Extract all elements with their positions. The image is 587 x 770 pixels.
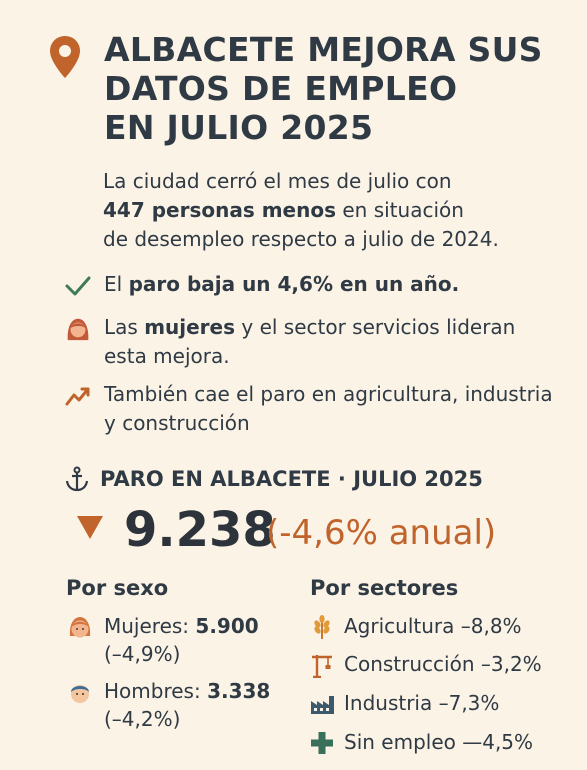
highlight-pre: También cae el paro en agricultura, indu… <box>104 382 553 435</box>
plus-icon <box>311 732 333 754</box>
woman-icon <box>67 318 89 341</box>
sector-label: Agricultura –8,8% <box>344 614 522 638</box>
sector-label: Construcción –3,2% <box>344 652 542 676</box>
sex-item-text: Mujeres: 5.900 (–4,9%) <box>104 612 304 668</box>
intro-line-2-rest: en situación <box>336 198 464 222</box>
highlight-post: y el sector servicios lideran esta mejor… <box>104 315 516 368</box>
highlight-pre: El <box>104 272 129 296</box>
highlight-text: También cae el paro en agricultura, indu… <box>104 380 564 438</box>
highlight-text: El paro baja un 4,6% en un año. <box>104 270 564 299</box>
highlight-text: Las mujeres y el sector servicios lidera… <box>104 313 564 371</box>
highlight-bold: mujeres <box>144 315 236 339</box>
highlight-pre: Las <box>104 315 145 339</box>
factory-icon <box>311 696 334 714</box>
woman-face-icon <box>69 617 91 638</box>
sector-label: Industria –7,3% <box>344 691 500 715</box>
anchor-icon <box>65 466 89 492</box>
intro-paragraph: La ciudad cerró el mes de julio con 447 … <box>103 167 563 254</box>
unemployment-total: 9.238 (-4,6% anual) <box>76 500 576 562</box>
page-title: ALBACETE MEJORA SUS DATOS DE EMPLEO EN J… <box>104 30 543 147</box>
title-line-3: EN JULIO 2025 <box>104 108 374 147</box>
man-face-icon <box>71 685 89 703</box>
sex-value: 3.338 <box>207 679 271 703</box>
total-change: (-4,6% anual) <box>266 513 497 553</box>
intro-line-1: La ciudad cerró el mes de julio con <box>103 169 452 193</box>
crane-icon <box>312 655 332 678</box>
by-sector-title: Por sectores <box>310 576 459 600</box>
down-triangle-icon <box>77 516 103 539</box>
check-icon <box>65 276 91 296</box>
title-line-2: DATOS DE EMPLEO <box>104 69 458 108</box>
sex-value: 5.900 <box>195 614 259 638</box>
intro-line-2: 447 personas menos en situación <box>103 196 563 225</box>
by-sex-title: Por sexo <box>66 576 169 600</box>
trend-icon <box>65 387 90 406</box>
total-value: 9.238 <box>124 502 276 558</box>
sector-label: Sin empleo —4,5% <box>344 730 534 754</box>
wheat-icon <box>314 615 330 639</box>
section-title: PARO EN ALBACETE · JULIO 2025 <box>100 467 483 491</box>
location-pin-icon <box>50 36 80 78</box>
sex-label: Mujeres: <box>104 614 196 638</box>
intro-highlight: 447 personas menos <box>103 198 336 222</box>
sex-change: (–4,9%) <box>104 642 181 666</box>
highlight-bold: paro baja un 4,6% en un año. <box>128 272 460 296</box>
sex-item-text: Hombres: 3.338 (–4,2%) <box>104 677 304 733</box>
intro-line-3: de desempleo respecto a julio de 2024. <box>103 227 499 251</box>
sex-change: (–4,2%) <box>104 707 181 731</box>
title-line-1: ALBACETE MEJORA SUS <box>104 30 543 69</box>
sex-label: Hombres: <box>104 679 208 703</box>
